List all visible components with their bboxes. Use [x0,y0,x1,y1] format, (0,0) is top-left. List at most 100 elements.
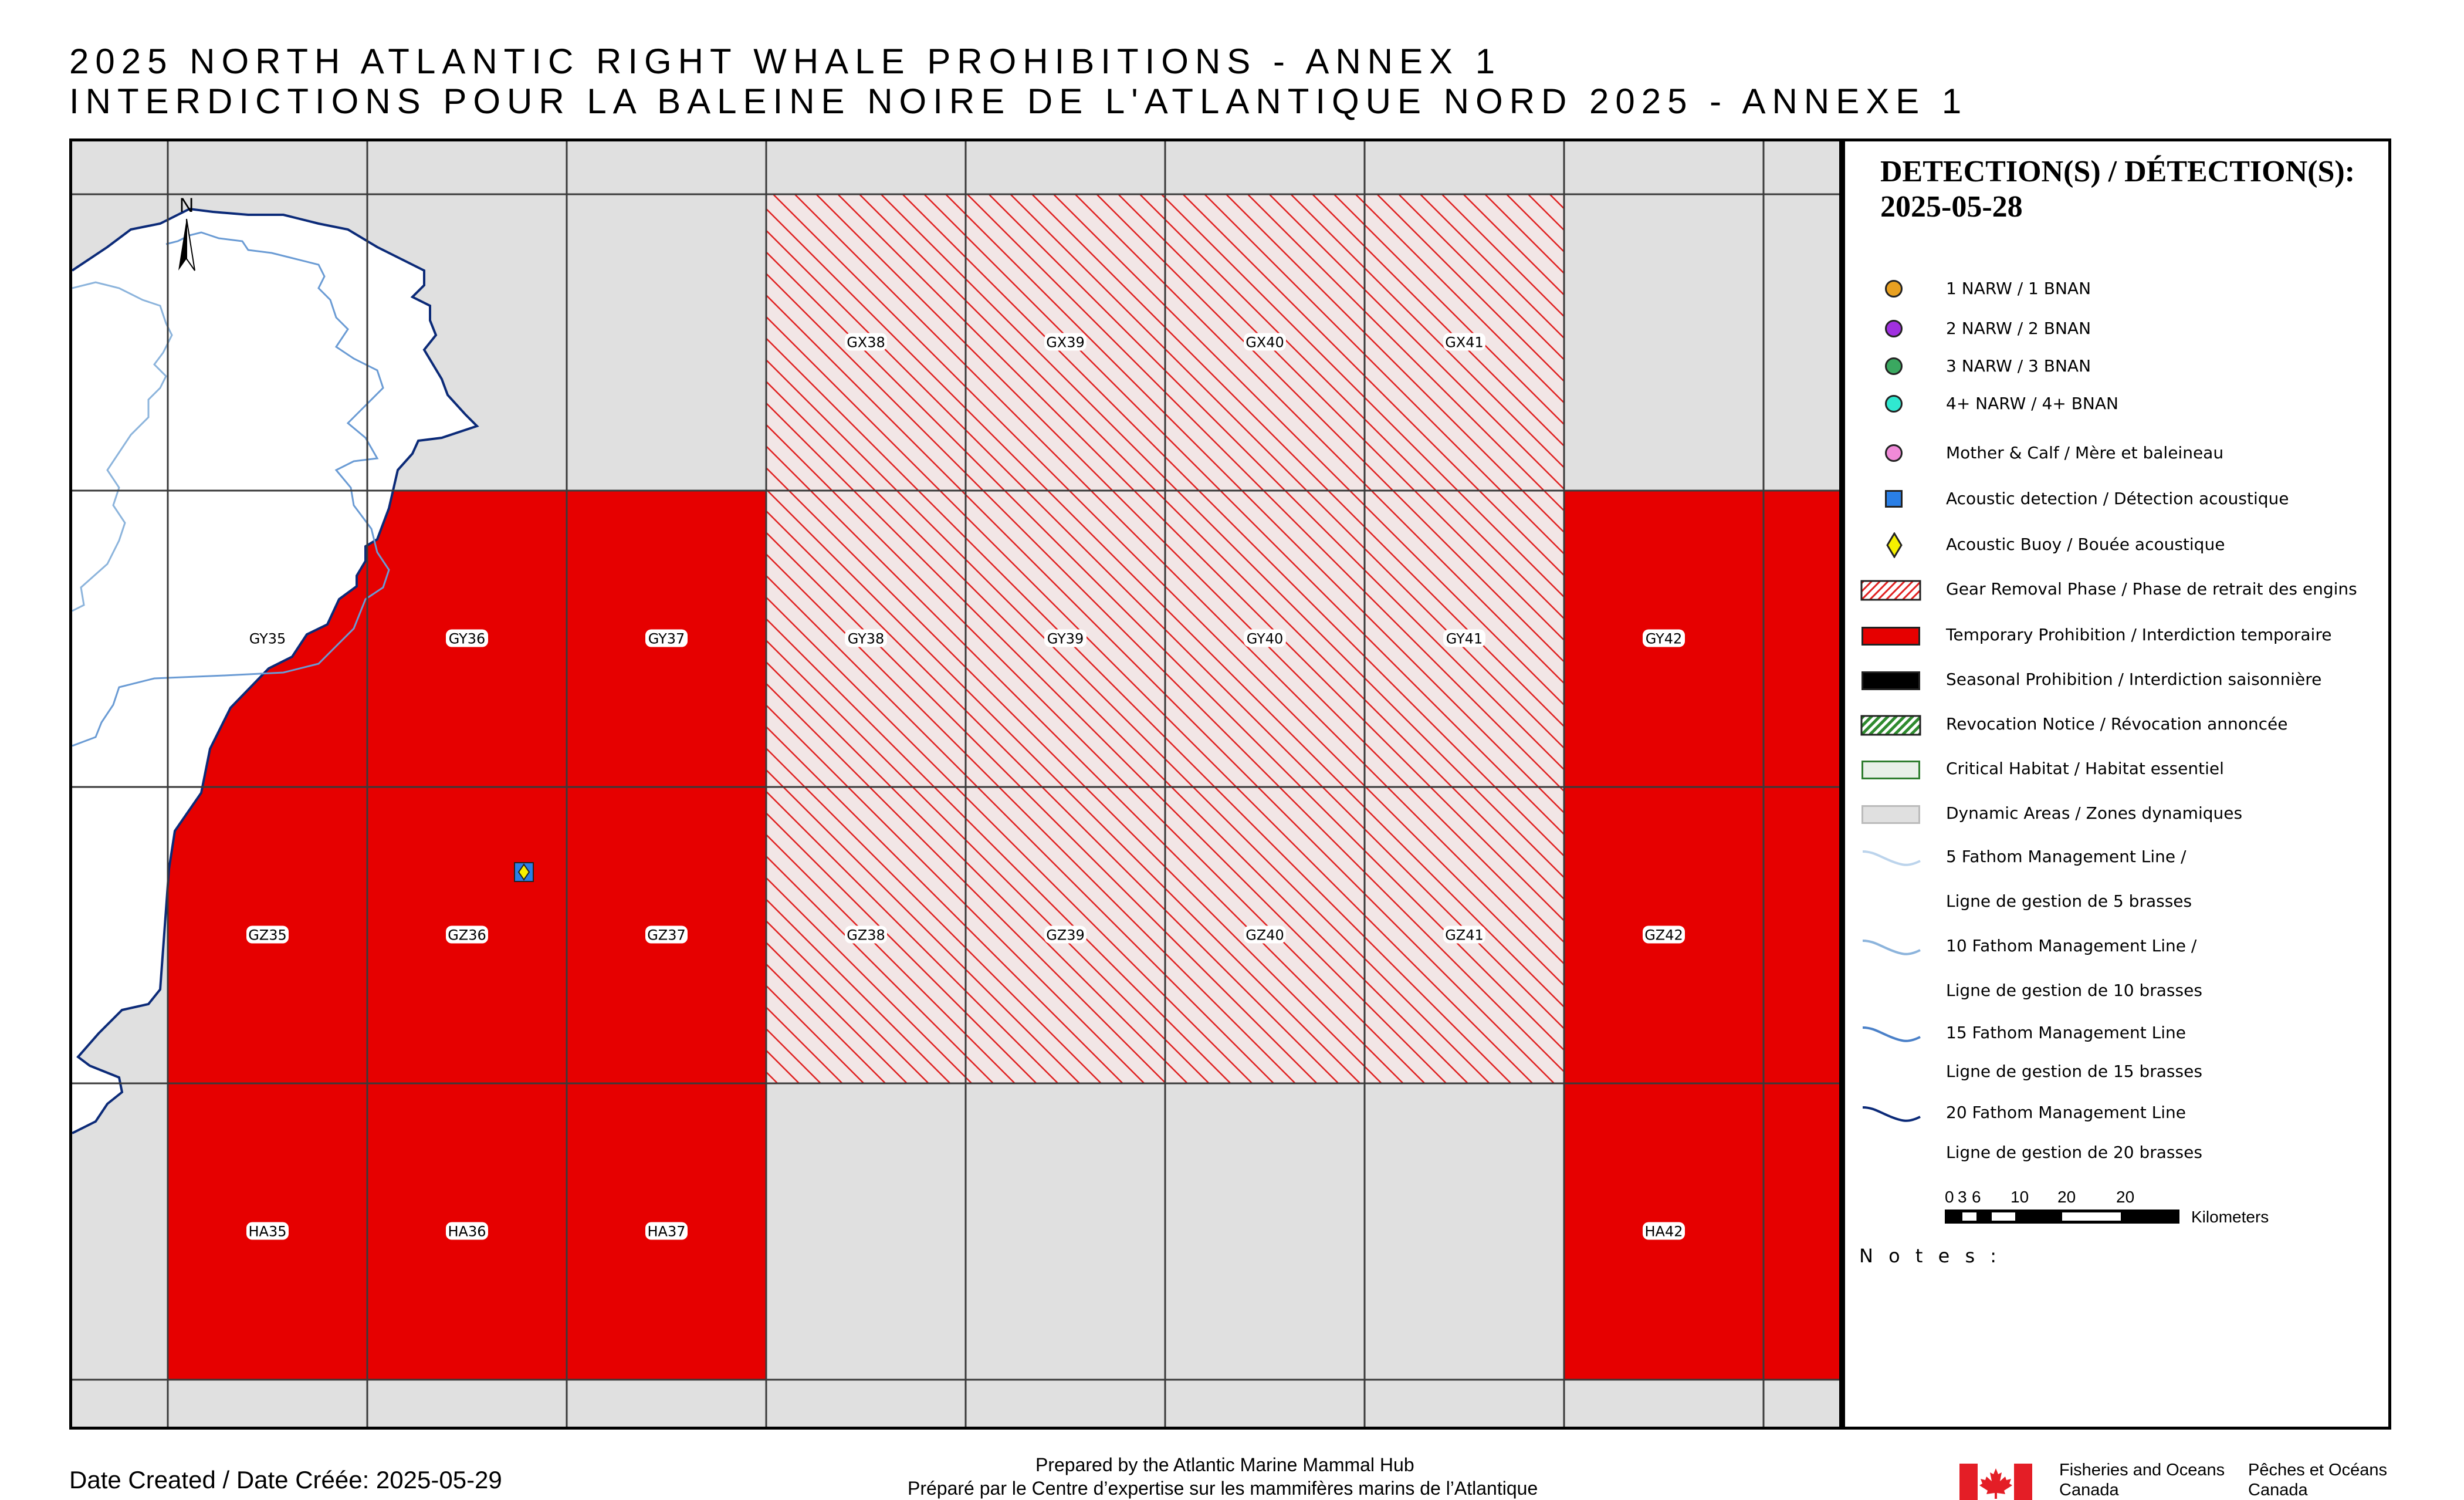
cell-label-gy40: GY40 [1244,629,1286,647]
cell-label-gy39: GY39 [1044,629,1087,647]
cell-label-text: GX40 [1245,335,1284,351]
dfo-wordmark-en: Fisheries and Oceans Canada [2059,1460,2225,1500]
map-frame[interactable]: GX38 GX39 GX40 GX41 GY35 GY36 GY37 GY38 GY39 GY40… [69,138,1842,1430]
legend-panel: DETECTION(S) / DÉTECTION(S): 2025-05-28 … [1842,138,2391,1430]
notes-label: N o t e s : [1859,1245,2002,1267]
dfo-fr-line1: Pêches et Océans [2248,1461,2387,1479]
legend-item: Temporary Prohibition / Interdiction tem… [1845,618,2394,653]
revocation-swatch [1860,715,1921,736]
cell-label-text: GZ36 [448,927,486,944]
scale-tick-label: 3 [1958,1188,1967,1206]
dfo-wordmark-fr: Pêches et Océans Canada [2248,1460,2387,1500]
cell-label-text: HA37 [647,1224,685,1240]
cell-label-ha37: HA37 [645,1222,688,1240]
cell-label-text: HA36 [448,1224,486,1240]
cell-label-gz38: GZ38 [845,925,887,944]
cell-label-gx41: GX41 [1443,333,1485,351]
critical-habitat-swatch [1861,761,1920,779]
cell-label-text: GZ41 [1445,927,1484,944]
legend-item-label: Ligne de gestion de 20 brasses [1946,1143,2202,1162]
detection-circle-icon [1885,444,1903,462]
legend-item: Gear Removal Phase / Phase de retrait de… [1845,572,2394,607]
legend-item-label: 15 Fathom Management Line [1946,1023,2186,1042]
cell-label-text: GZ40 [1245,927,1284,944]
cell-label-text: GY39 [1047,631,1084,647]
legend-item-label: 4+ NARW / 4+ BNAN [1946,394,2118,413]
legend-item: 4+ NARW / 4+ BNAN [1845,387,2394,422]
cell-label-text: HA42 [1644,1224,1683,1240]
cell-label-text: GY42 [1646,631,1683,647]
cell-label-ha35: HA35 [246,1222,289,1240]
cell-label-gz39: GZ39 [1044,925,1087,944]
legend-item: Ligne de gestion de 5 brasses [1845,884,2394,920]
dfo-fr-line2: Canada [2248,1481,2308,1499]
map-title-fr: INTERDICTIONS POUR LA BALEINE NOIRE DE L… [69,82,1968,121]
acoustic-buoy-marker[interactable] [514,862,534,882]
legend-item: 5 Fathom Management Line / [1845,840,2394,875]
legend-item-label: 10 Fathom Management Line / [1946,936,2197,955]
gear-removal-swatch [1860,580,1921,601]
fathom-line-icon [1862,1106,1921,1122]
legend-item: Acoustic detection / Détection acoustiqu… [1845,482,2394,517]
fathom-line-icon [1862,1026,1921,1042]
cell-label-text: GY35 [249,631,286,647]
legend-item: 10 Fathom Management Line / [1845,929,2394,964]
legend-item-label: 2 NARW / 2 BNAN [1946,319,2091,338]
cell-label-gz37: GZ37 [645,925,688,944]
acoustic-detection-icon [1885,490,1903,508]
legend-item-label: Acoustic Buoy / Bouée acoustique [1946,535,2225,554]
detection-circle-icon [1885,280,1903,298]
legend-item-label: Ligne de gestion de 15 brasses [1946,1062,2202,1081]
scale-unit: Kilometers [2191,1208,2269,1226]
cell-label-text: GZ39 [1046,927,1085,944]
fill-swatch [1861,627,1920,646]
legend-item: 3 NARW / 3 BNAN [1845,349,2394,384]
legend-item: Seasonal Prohibition / Interdiction sais… [1845,663,2394,698]
map-canvas[interactable]: GX38 GX39 GX40 GX41 GY35 GY36 GY37 GY38 GY39 GY40… [72,141,1839,1427]
legend-item-label: 20 Fathom Management Line [1946,1103,2186,1122]
cell-label-text: GY37 [648,631,685,647]
legend-detection-date: 2025-05-28 [1880,190,2023,224]
fill-swatch [1861,805,1920,824]
legend-item-label: 5 Fathom Management Line / [1946,847,2187,866]
cell-label-text: GY40 [1247,631,1284,647]
legend-item: 15 Fathom Management Line [1845,1016,2394,1051]
cell-label-text: GY38 [848,631,885,647]
cell-label-text: GX38 [847,335,885,351]
legend-item-label: Acoustic detection / Détection acoustiqu… [1946,489,2289,508]
legend-item: Mother & Calf / Mère et baleineau [1845,436,2394,471]
prepared-by-en: Prepared by the Atlantic Marine Mammal H… [1035,1454,1414,1475]
cell-label-text: GX41 [1445,335,1484,351]
legend-item: Acoustic Buoy / Bouée acoustique [1845,528,2394,563]
scale-tick-label: 0 [1945,1188,1954,1206]
cell-label-gx38: GX38 [845,333,887,351]
legend-item-label: 1 NARW / 1 BNAN [1946,279,2091,298]
canada-flag-icon [1959,1464,2032,1500]
scale-tick-label: 20 [2116,1188,2134,1206]
grid-cells-layer [168,194,1839,1380]
grid-lines-layer [72,141,1839,1427]
legend-item-label: Dynamic Areas / Zones dynamiques [1946,803,2243,823]
cell-label-text: GY36 [449,631,486,647]
legend-item: 2 NARW / 2 BNAN [1845,312,2394,347]
dfo-en-line1: Fisheries and Oceans [2059,1461,2225,1479]
cell-label-ha42: HA42 [1643,1222,1685,1240]
scale-tick-label: 20 [2057,1188,2076,1206]
detection-circle-icon [1885,395,1903,413]
legend-item: 20 Fathom Management Line [1845,1096,2394,1131]
legend-item: Revocation Notice / Révocation annoncée [1845,707,2394,742]
cell-label-gz36: GZ36 [446,925,488,944]
scale-tick-label: 10 [2011,1188,2029,1206]
cell-label-text: GZ38 [847,927,885,944]
legend-item: Ligne de gestion de 15 brasses [1845,1055,2394,1090]
cell-label-gz41: GZ41 [1443,925,1485,944]
legend-item-label: Seasonal Prohibition / Interdiction sais… [1946,670,2322,689]
legend-item-label: Ligne de gestion de 10 brasses [1946,981,2202,1000]
acoustic-buoy-icon [1886,532,1903,558]
cell-label-ha36: HA36 [446,1222,488,1240]
coastline-20-fathom [72,207,479,1134]
north-arrow-label: N [180,194,194,217]
date-created: Date Created / Date Créée: 2025-05-29 [69,1466,502,1494]
legend-item-label: 3 NARW / 3 BNAN [1946,356,2091,376]
grid-cell-extension [1764,491,1839,787]
